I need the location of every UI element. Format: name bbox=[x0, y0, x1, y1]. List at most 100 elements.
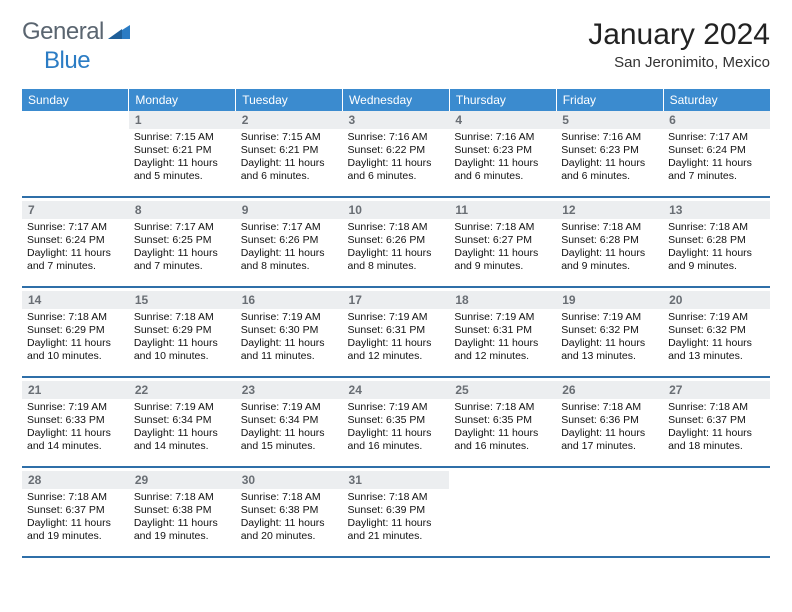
day-number: 29 bbox=[129, 471, 236, 489]
sunrise-text: Sunrise: 7:19 AM bbox=[348, 311, 445, 324]
sunrise-text: Sunrise: 7:18 AM bbox=[134, 311, 231, 324]
sunset-text: Sunset: 6:37 PM bbox=[27, 504, 124, 517]
sunset-text: Sunset: 6:21 PM bbox=[134, 144, 231, 157]
sunrise-text: Sunrise: 7:15 AM bbox=[241, 131, 338, 144]
sunset-text: Sunset: 6:21 PM bbox=[241, 144, 338, 157]
day-info: Sunrise: 7:17 AMSunset: 6:25 PMDaylight:… bbox=[129, 219, 236, 278]
sunset-text: Sunset: 6:26 PM bbox=[241, 234, 338, 247]
day-number: 19 bbox=[556, 291, 663, 309]
day-number: 5 bbox=[556, 111, 663, 129]
day-cell: 13Sunrise: 7:18 AMSunset: 6:28 PMDayligh… bbox=[663, 201, 770, 287]
day-cell: 6Sunrise: 7:17 AMSunset: 6:24 PMDaylight… bbox=[663, 111, 770, 197]
logo-text-blue: Blue bbox=[44, 47, 90, 75]
daylight-text: Daylight: 11 hours and 7 minutes. bbox=[134, 247, 231, 273]
sunset-text: Sunset: 6:24 PM bbox=[27, 234, 124, 247]
day-info: Sunrise: 7:19 AMSunset: 6:31 PMDaylight:… bbox=[449, 309, 556, 368]
month-title: January 2024 bbox=[588, 18, 770, 52]
sunrise-text: Sunrise: 7:18 AM bbox=[668, 401, 765, 414]
week-row: 14Sunrise: 7:18 AMSunset: 6:29 PMDayligh… bbox=[22, 291, 770, 377]
day-cell bbox=[449, 471, 556, 557]
day-info: Sunrise: 7:18 AMSunset: 6:28 PMDaylight:… bbox=[663, 219, 770, 278]
sunset-text: Sunset: 6:35 PM bbox=[348, 414, 445, 427]
daylight-text: Daylight: 11 hours and 9 minutes. bbox=[454, 247, 551, 273]
sunrise-text: Sunrise: 7:18 AM bbox=[668, 221, 765, 234]
daylight-text: Daylight: 11 hours and 6 minutes. bbox=[561, 157, 658, 183]
day-info: Sunrise: 7:18 AMSunset: 6:39 PMDaylight:… bbox=[343, 489, 450, 548]
col-thursday: Thursday bbox=[449, 89, 556, 111]
day-cell: 4Sunrise: 7:16 AMSunset: 6:23 PMDaylight… bbox=[449, 111, 556, 197]
sunset-text: Sunset: 6:32 PM bbox=[561, 324, 658, 337]
sunrise-text: Sunrise: 7:16 AM bbox=[454, 131, 551, 144]
sunset-text: Sunset: 6:39 PM bbox=[348, 504, 445, 517]
sunrise-text: Sunrise: 7:18 AM bbox=[454, 401, 551, 414]
day-cell: 10Sunrise: 7:18 AMSunset: 6:26 PMDayligh… bbox=[343, 201, 450, 287]
location: San Jeronimito, Mexico bbox=[588, 54, 770, 71]
daylight-text: Daylight: 11 hours and 18 minutes. bbox=[668, 427, 765, 453]
week-row: 21Sunrise: 7:19 AMSunset: 6:33 PMDayligh… bbox=[22, 381, 770, 467]
day-number: 4 bbox=[449, 111, 556, 129]
sunrise-text: Sunrise: 7:18 AM bbox=[561, 221, 658, 234]
sunset-text: Sunset: 6:38 PM bbox=[134, 504, 231, 517]
sunrise-text: Sunrise: 7:19 AM bbox=[348, 401, 445, 414]
sunset-text: Sunset: 6:28 PM bbox=[561, 234, 658, 247]
day-info: Sunrise: 7:18 AMSunset: 6:35 PMDaylight:… bbox=[449, 399, 556, 458]
daylight-text: Daylight: 11 hours and 7 minutes. bbox=[27, 247, 124, 273]
day-cell: 28Sunrise: 7:18 AMSunset: 6:37 PMDayligh… bbox=[22, 471, 129, 557]
day-cell: 25Sunrise: 7:18 AMSunset: 6:35 PMDayligh… bbox=[449, 381, 556, 467]
day-number: 15 bbox=[129, 291, 236, 309]
daylight-text: Daylight: 11 hours and 17 minutes. bbox=[561, 427, 658, 453]
day-cell: 30Sunrise: 7:18 AMSunset: 6:38 PMDayligh… bbox=[236, 471, 343, 557]
sunrise-text: Sunrise: 7:17 AM bbox=[27, 221, 124, 234]
daylight-text: Daylight: 11 hours and 13 minutes. bbox=[561, 337, 658, 363]
sunset-text: Sunset: 6:33 PM bbox=[27, 414, 124, 427]
day-cell: 18Sunrise: 7:19 AMSunset: 6:31 PMDayligh… bbox=[449, 291, 556, 377]
sunrise-text: Sunrise: 7:18 AM bbox=[348, 221, 445, 234]
col-wednesday: Wednesday bbox=[343, 89, 450, 111]
day-cell: 1Sunrise: 7:15 AMSunset: 6:21 PMDaylight… bbox=[129, 111, 236, 197]
day-number: 27 bbox=[663, 381, 770, 399]
sunset-text: Sunset: 6:37 PM bbox=[668, 414, 765, 427]
day-number: 17 bbox=[343, 291, 450, 309]
logo-text-general: General bbox=[22, 18, 104, 46]
day-info: Sunrise: 7:19 AMSunset: 6:30 PMDaylight:… bbox=[236, 309, 343, 368]
sunrise-text: Sunrise: 7:17 AM bbox=[241, 221, 338, 234]
sunset-text: Sunset: 6:35 PM bbox=[454, 414, 551, 427]
day-number: 31 bbox=[343, 471, 450, 489]
day-number: 24 bbox=[343, 381, 450, 399]
daylight-text: Daylight: 11 hours and 19 minutes. bbox=[134, 517, 231, 543]
day-cell: 16Sunrise: 7:19 AMSunset: 6:30 PMDayligh… bbox=[236, 291, 343, 377]
day-number: 6 bbox=[663, 111, 770, 129]
day-cell bbox=[663, 471, 770, 557]
sunset-text: Sunset: 6:34 PM bbox=[134, 414, 231, 427]
day-info: Sunrise: 7:19 AMSunset: 6:32 PMDaylight:… bbox=[556, 309, 663, 368]
sunrise-text: Sunrise: 7:18 AM bbox=[348, 491, 445, 504]
sunset-text: Sunset: 6:31 PM bbox=[454, 324, 551, 337]
header-row: Sunday Monday Tuesday Wednesday Thursday… bbox=[22, 89, 770, 111]
daylight-text: Daylight: 11 hours and 6 minutes. bbox=[348, 157, 445, 183]
sunrise-text: Sunrise: 7:19 AM bbox=[134, 401, 231, 414]
sunrise-text: Sunrise: 7:19 AM bbox=[561, 311, 658, 324]
sunrise-text: Sunrise: 7:18 AM bbox=[27, 311, 124, 324]
day-info: Sunrise: 7:19 AMSunset: 6:31 PMDaylight:… bbox=[343, 309, 450, 368]
daylight-text: Daylight: 11 hours and 6 minutes. bbox=[454, 157, 551, 183]
sunrise-text: Sunrise: 7:15 AM bbox=[134, 131, 231, 144]
daylight-text: Daylight: 11 hours and 21 minutes. bbox=[348, 517, 445, 543]
day-number: 18 bbox=[449, 291, 556, 309]
day-info: Sunrise: 7:19 AMSunset: 6:32 PMDaylight:… bbox=[663, 309, 770, 368]
day-info: Sunrise: 7:18 AMSunset: 6:36 PMDaylight:… bbox=[556, 399, 663, 458]
sunrise-text: Sunrise: 7:16 AM bbox=[348, 131, 445, 144]
daylight-text: Daylight: 11 hours and 16 minutes. bbox=[348, 427, 445, 453]
day-cell: 2Sunrise: 7:15 AMSunset: 6:21 PMDaylight… bbox=[236, 111, 343, 197]
day-cell: 17Sunrise: 7:19 AMSunset: 6:31 PMDayligh… bbox=[343, 291, 450, 377]
day-number: 1 bbox=[129, 111, 236, 129]
day-cell: 5Sunrise: 7:16 AMSunset: 6:23 PMDaylight… bbox=[556, 111, 663, 197]
sunrise-text: Sunrise: 7:19 AM bbox=[27, 401, 124, 414]
sunset-text: Sunset: 6:24 PM bbox=[668, 144, 765, 157]
sunrise-text: Sunrise: 7:18 AM bbox=[27, 491, 124, 504]
sunset-text: Sunset: 6:34 PM bbox=[241, 414, 338, 427]
sunset-text: Sunset: 6:32 PM bbox=[668, 324, 765, 337]
day-info: Sunrise: 7:19 AMSunset: 6:34 PMDaylight:… bbox=[129, 399, 236, 458]
calendar-table: Sunday Monday Tuesday Wednesday Thursday… bbox=[22, 89, 770, 558]
day-cell: 22Sunrise: 7:19 AMSunset: 6:34 PMDayligh… bbox=[129, 381, 236, 467]
day-info: Sunrise: 7:18 AMSunset: 6:37 PMDaylight:… bbox=[663, 399, 770, 458]
